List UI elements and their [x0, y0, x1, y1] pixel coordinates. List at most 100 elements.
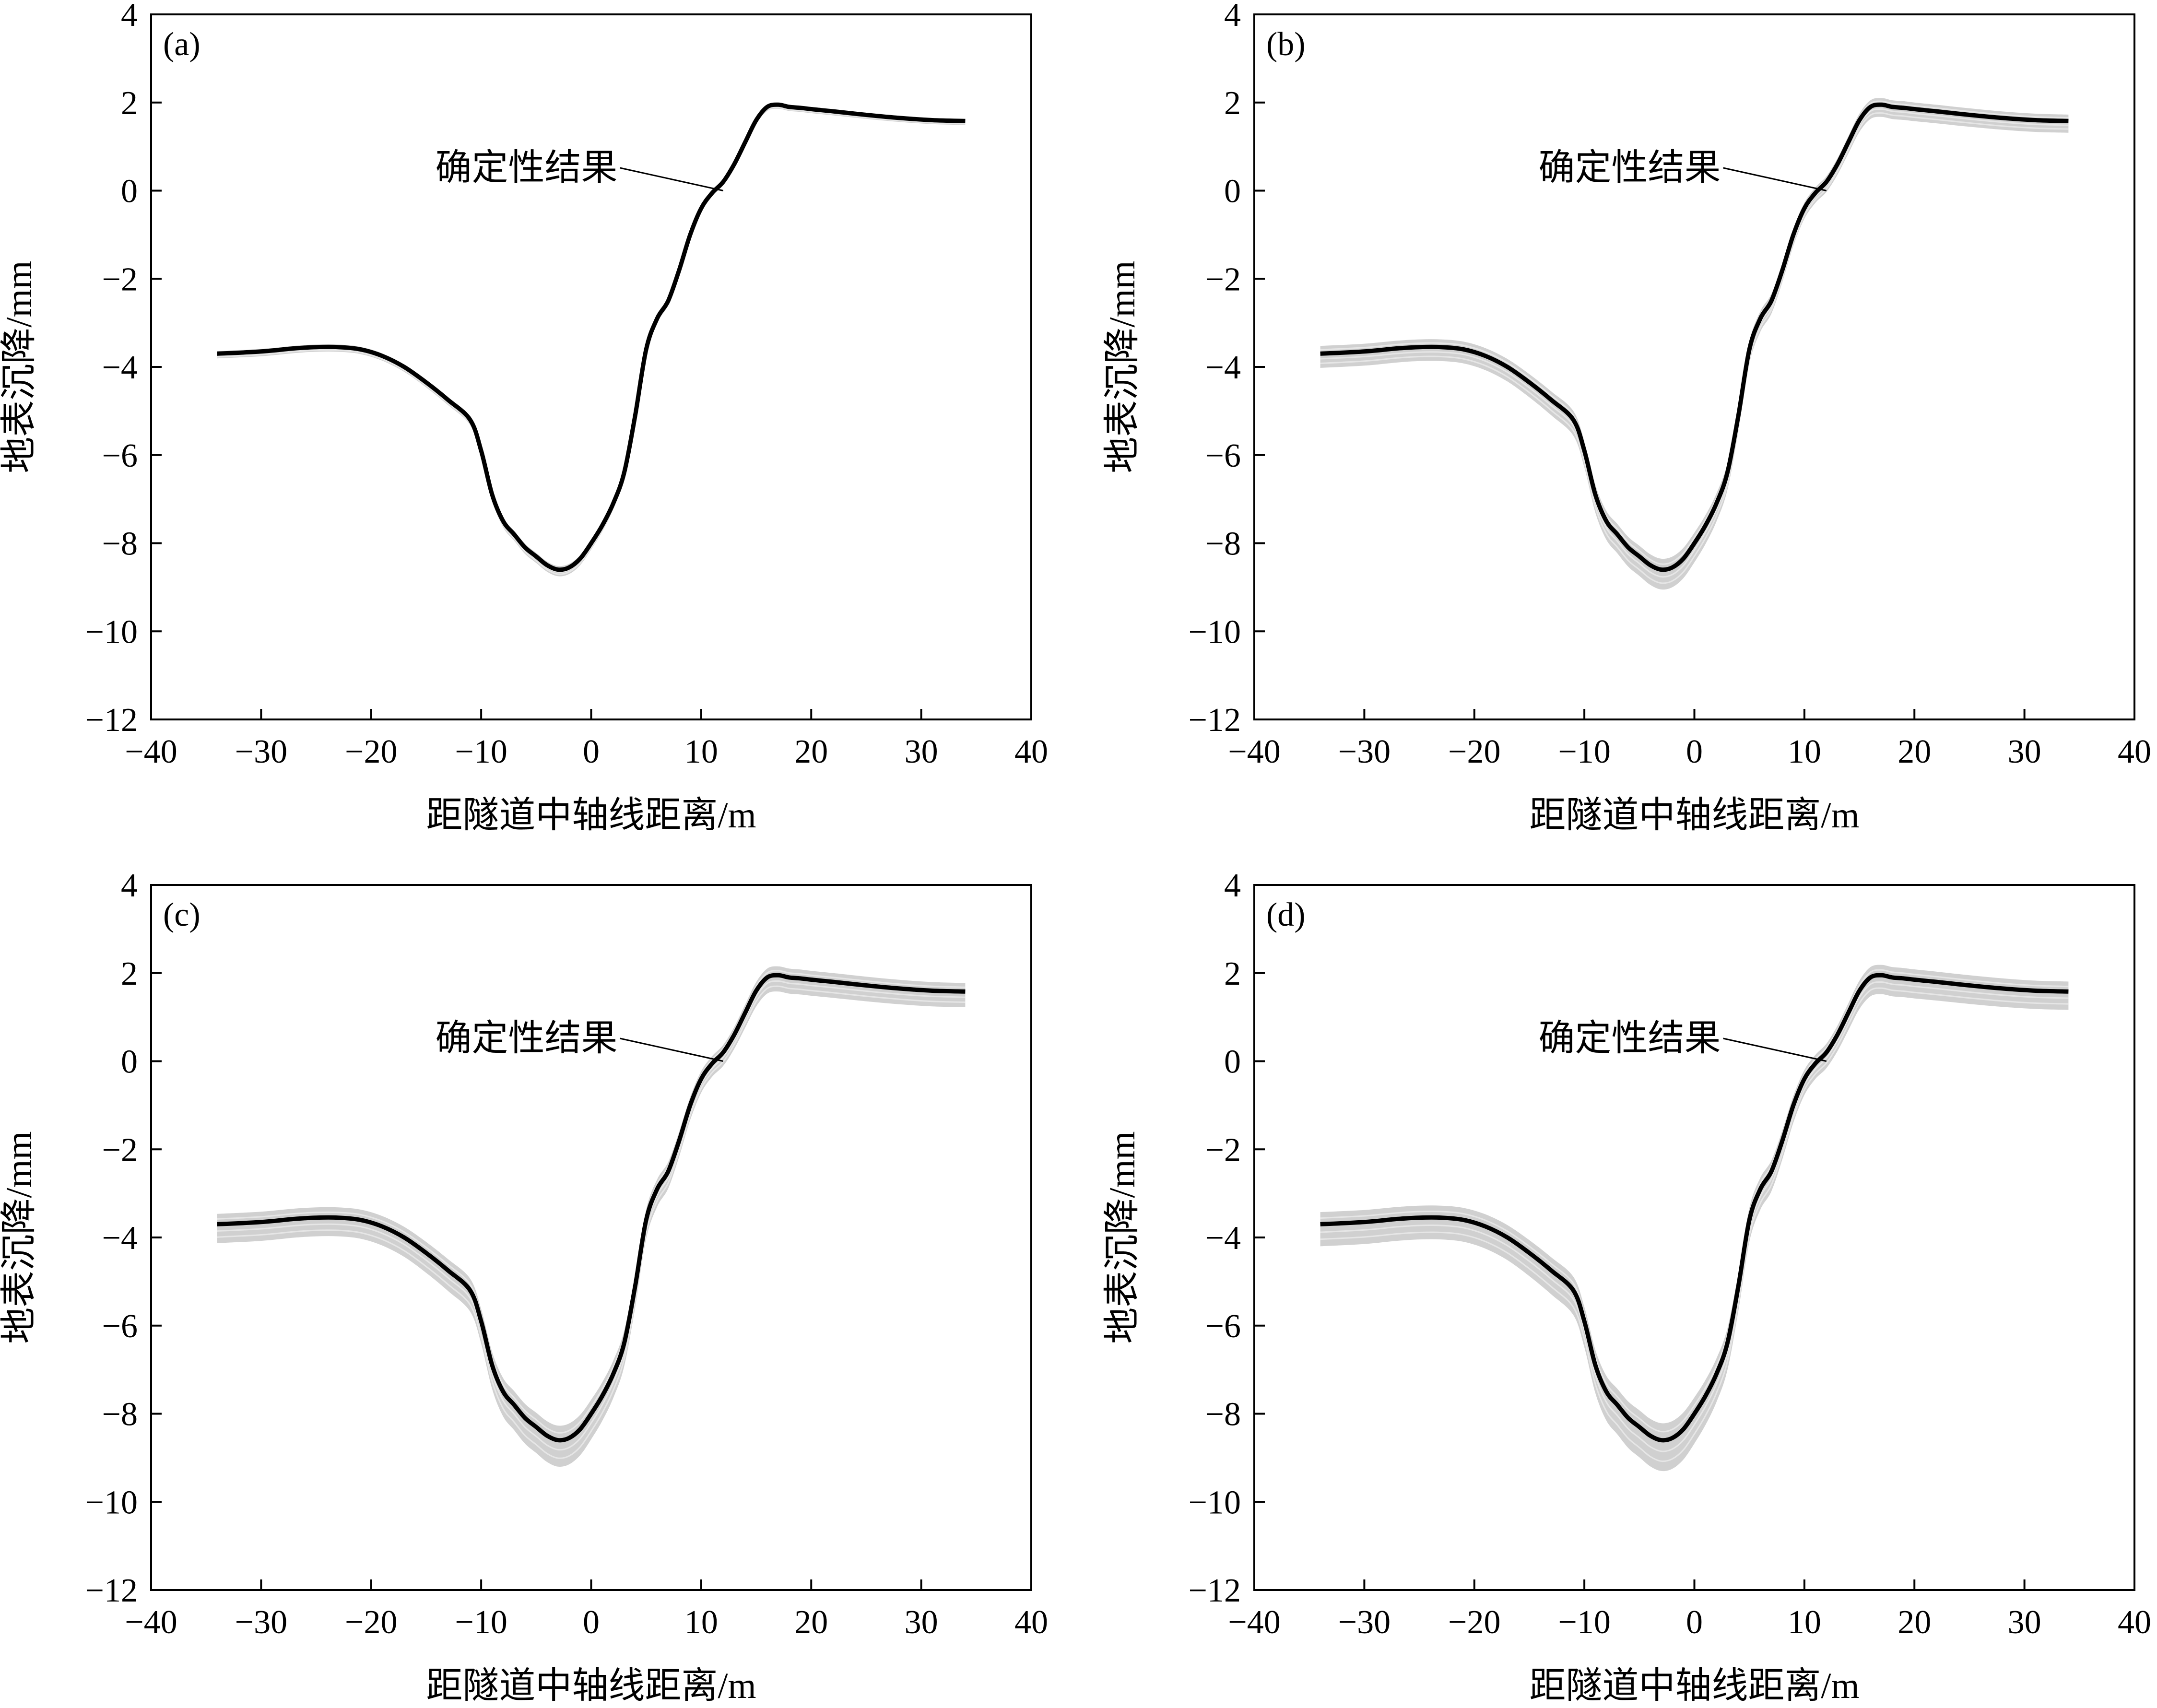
- x-tick-label: −20: [345, 1604, 397, 1641]
- y-tick-label: 4: [121, 0, 138, 34]
- chart-panel-c: −40 −30 −20 −10 0 10 20 30 40−12−10−8−6−4−2024距隧…: [0, 867, 1048, 1706]
- y-tick-label: 4: [1224, 0, 1241, 34]
- y-tick-label: −6: [102, 1308, 138, 1345]
- panel-label: (c): [163, 896, 200, 933]
- x-tick-label: 20: [794, 733, 828, 770]
- y-tick-label: 0: [1224, 173, 1241, 210]
- x-tick-label: 0: [583, 1604, 600, 1641]
- realization-line: [1320, 108, 2069, 578]
- y-tick-label: −8: [102, 526, 138, 563]
- x-tick-label: 30: [905, 1604, 938, 1641]
- x-tick-label: −40: [1228, 1604, 1280, 1641]
- y-tick-label: −2: [1205, 261, 1241, 298]
- x-tick-label: 20: [1898, 733, 1931, 770]
- series-line-deterministic: [217, 973, 966, 1443]
- x-tick-label: −30: [235, 733, 287, 770]
- x-tick-label: 10: [1788, 733, 1821, 770]
- x-tick-label: −10: [1558, 733, 1610, 770]
- y-tick-label: −8: [1205, 1396, 1241, 1433]
- annotation-label: 确定性结果: [1539, 148, 1721, 188]
- chart-panel-d: −40 −30 −20 −10 0 10 20 30 40−12−10−8−6−4−2024距隧…: [1102, 867, 2151, 1706]
- y-axis-title: 地表沉降/mm: [1102, 260, 1143, 473]
- x-tick-label: −20: [1448, 1604, 1500, 1641]
- y-tick-label: 0: [121, 1044, 138, 1081]
- x-tick-label: −10: [455, 733, 507, 770]
- y-tick-label: 4: [1224, 867, 1241, 904]
- annotation-leader: [620, 167, 724, 191]
- y-tick-label: 4: [121, 867, 138, 904]
- y-axis-title: 地表沉降/mm: [1102, 1131, 1143, 1343]
- realization-line: [1320, 112, 2069, 584]
- y-tick-label: −10: [85, 1484, 138, 1521]
- chart-panel-b: −40 −30 −20 −10 0 10 20 30 40−12−10−8−6−4−2024距隧…: [1102, 0, 2151, 836]
- series-line-deterministic: [217, 102, 966, 572]
- y-tick-label: −12: [1189, 702, 1241, 739]
- x-tick-label: 20: [794, 1604, 828, 1641]
- annotation-leader: [1723, 167, 1827, 191]
- y-tick-label: −8: [1205, 526, 1241, 563]
- annotation-leader: [1723, 1037, 1827, 1062]
- y-tick-label: 2: [121, 955, 138, 992]
- y-tick-label: −6: [1205, 437, 1241, 474]
- x-tick-label: 10: [1788, 1604, 1821, 1641]
- y-tick-label: −10: [1189, 613, 1241, 650]
- x-axis-title: 距隧道中轴线距离/m: [1529, 795, 1859, 836]
- realization-line: [217, 980, 966, 1451]
- series-line-deterministic: [1320, 973, 2069, 1443]
- panel-label: (b): [1266, 26, 1306, 63]
- x-tick-label: 40: [1014, 733, 1048, 770]
- y-tick-label: −4: [1205, 1220, 1241, 1257]
- y-tick-label: 0: [1224, 1044, 1241, 1081]
- realization-line: [217, 970, 966, 1434]
- x-tick-label: −40: [125, 733, 177, 770]
- panel-label: (d): [1266, 896, 1306, 933]
- y-tick-label: 0: [121, 173, 138, 210]
- x-tick-label: 40: [2118, 1604, 2151, 1641]
- x-tick-label: 20: [1898, 1604, 1931, 1641]
- x-tick-label: 40: [1014, 1604, 1048, 1641]
- x-tick-label: 30: [2008, 733, 2041, 770]
- y-tick-label: 2: [1224, 955, 1241, 992]
- x-axis-title: 距隧道中轴线距离/m: [426, 795, 756, 836]
- y-tick-label: 2: [1224, 85, 1241, 122]
- y-axis-title: 地表沉降/mm: [0, 1131, 39, 1343]
- annotation-label: 确定性结果: [436, 1018, 618, 1059]
- realization-line: [1320, 981, 2069, 1452]
- x-tick-label: 0: [583, 733, 600, 770]
- x-tick-label: −30: [1338, 1604, 1391, 1641]
- x-tick-label: −20: [345, 733, 397, 770]
- y-tick-label: −4: [102, 349, 138, 386]
- y-tick-label: −8: [102, 1396, 138, 1433]
- x-tick-label: −40: [125, 1604, 177, 1641]
- realization-line: [217, 985, 966, 1459]
- uncertainty-band: [1320, 98, 2069, 590]
- realization-line: [1320, 987, 2069, 1462]
- x-tick-label: 40: [2118, 733, 2151, 770]
- x-tick-label: −30: [1338, 733, 1391, 770]
- x-tick-label: −30: [235, 1604, 287, 1641]
- x-tick-label: −20: [1448, 733, 1500, 770]
- x-tick-label: 10: [684, 733, 718, 770]
- y-tick-label: −2: [102, 261, 138, 298]
- y-tick-label: −6: [1205, 1308, 1241, 1345]
- series-line-deterministic: [1320, 102, 2069, 572]
- annotation-label: 确定性结果: [436, 148, 618, 188]
- x-tick-label: 0: [1686, 733, 1703, 770]
- annotation-label: 确定性结果: [1539, 1018, 1721, 1059]
- y-tick-label: −12: [1189, 1572, 1241, 1609]
- y-tick-label: −4: [1205, 349, 1241, 386]
- x-axis-title: 距隧道中轴线距离/m: [426, 1666, 756, 1706]
- x-axis-title: 距隧道中轴线距离/m: [1529, 1666, 1859, 1706]
- annotation-leader: [620, 1037, 724, 1062]
- y-tick-label: −2: [102, 1131, 138, 1168]
- x-tick-label: −10: [455, 1604, 507, 1641]
- x-tick-label: 30: [2008, 1604, 2041, 1641]
- uncertainty-band: [1320, 965, 2069, 1472]
- x-tick-label: 10: [684, 1604, 718, 1641]
- x-tick-label: 0: [1686, 1604, 1703, 1641]
- y-tick-label: −12: [85, 1572, 138, 1609]
- y-tick-label: −2: [1205, 1131, 1241, 1168]
- y-tick-label: −10: [85, 613, 138, 650]
- panel-label: (a): [163, 26, 200, 63]
- y-axis-title: 地表沉降/mm: [0, 260, 39, 473]
